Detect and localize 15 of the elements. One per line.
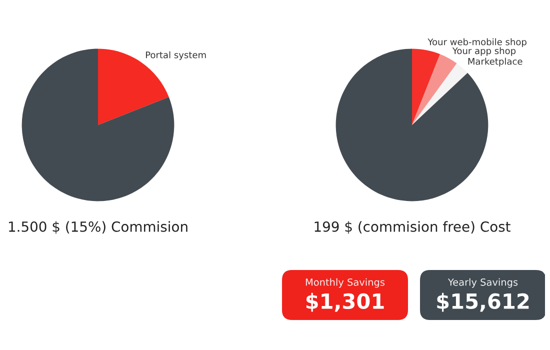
slice-label: Your app shop — [452, 47, 516, 56]
text: $1,301 — [306, 292, 384, 312]
pie-slice — [98, 48, 169, 125]
slice-label: Marketplace — [468, 58, 522, 66]
text: Yearly Savings — [448, 278, 518, 288]
pie-slice — [412, 63, 468, 125]
slice-label: Portal system — [146, 51, 206, 60]
text: $15,612 — [437, 292, 529, 312]
pie-slice — [412, 48, 440, 125]
text: Monthly Savings — [306, 278, 385, 288]
text: 199 $ (commision free) Cost — [314, 221, 510, 234]
pie-slice — [22, 48, 174, 202]
text: 1.500 $ (15%) Commision — [9, 221, 188, 234]
slice-label: Your web-mobile shop — [428, 38, 526, 48]
pie-slice — [412, 54, 457, 125]
